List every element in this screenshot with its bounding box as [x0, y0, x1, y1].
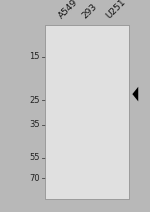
FancyBboxPatch shape — [103, 88, 118, 100]
FancyBboxPatch shape — [80, 88, 94, 100]
Text: 35: 35 — [29, 120, 40, 129]
Text: 15: 15 — [29, 52, 40, 61]
Text: U251: U251 — [104, 0, 127, 20]
Text: 70: 70 — [29, 174, 40, 183]
Text: 55: 55 — [29, 153, 40, 162]
Text: A549: A549 — [57, 0, 80, 20]
FancyBboxPatch shape — [56, 88, 71, 100]
Polygon shape — [132, 87, 138, 101]
Text: 293: 293 — [81, 2, 99, 20]
FancyBboxPatch shape — [82, 119, 92, 127]
Text: 25: 25 — [29, 96, 40, 105]
